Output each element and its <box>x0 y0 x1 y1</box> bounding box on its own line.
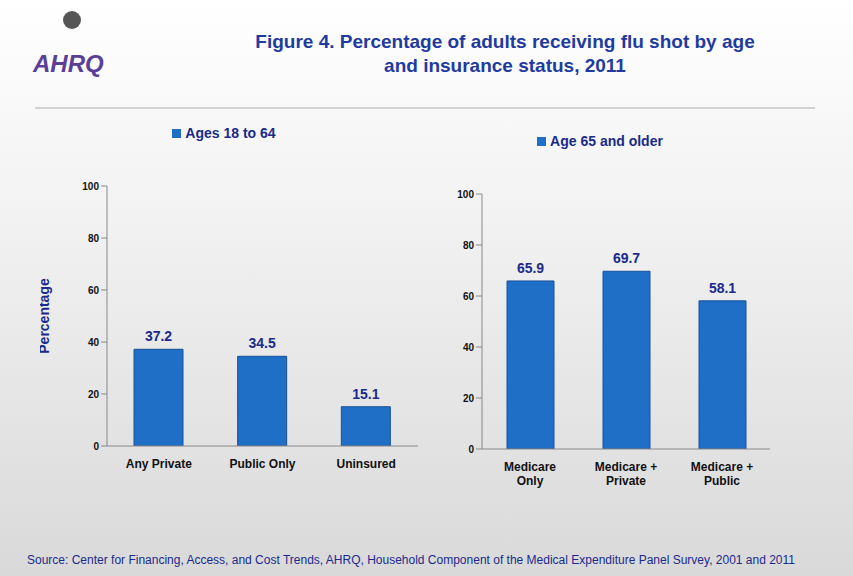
svg-text:80: 80 <box>463 240 475 251</box>
svg-text:20: 20 <box>463 393 475 404</box>
svg-text:Uninsured: Uninsured <box>336 457 395 471</box>
svg-text:Public Only: Public Only <box>229 457 295 471</box>
svg-text:100: 100 <box>82 181 99 192</box>
svg-text:20: 20 <box>88 389 100 400</box>
svg-text:80: 80 <box>88 233 100 244</box>
svg-text:MedicareOnly: MedicareOnly <box>504 460 556 488</box>
svg-text:AHRQ: AHRQ <box>32 50 104 77</box>
svg-text:60: 60 <box>463 291 475 302</box>
svg-text:58.1: 58.1 <box>709 280 736 296</box>
svg-text:0: 0 <box>93 441 99 452</box>
svg-text:Medicare +Private: Medicare +Private <box>595 460 657 488</box>
html-text:Figure 4. Percentage of adults: Figure 4. Percentage of adults receiving… <box>255 31 755 76</box>
svg-text:69.7: 69.7 <box>613 250 640 266</box>
html-text:Source: Center for Financing,: Source: Center for Financing, Access, an… <box>27 553 795 567</box>
svg-text:34.5: 34.5 <box>249 335 276 351</box>
svg-text:37.2: 37.2 <box>145 328 172 344</box>
svg-text:Medicare +Public: Medicare +Public <box>691 460 753 488</box>
svg-text:15.1: 15.1 <box>352 386 379 402</box>
svg-text:Any Private: Any Private <box>126 457 192 471</box>
svg-text:40: 40 <box>88 337 100 348</box>
svg-text:100: 100 <box>457 189 474 200</box>
svg-text:Percentage: Percentage <box>40 278 52 354</box>
svg-text:65.9: 65.9 <box>517 260 544 276</box>
svg-text:40: 40 <box>463 342 475 353</box>
svg-text:0: 0 <box>468 444 474 455</box>
html-text:Ages 18 to 64: Ages 18 to 64 <box>185 125 276 141</box>
html-text:Age 65 and older: Age 65 and older <box>550 133 663 149</box>
svg-text:60: 60 <box>88 285 100 296</box>
